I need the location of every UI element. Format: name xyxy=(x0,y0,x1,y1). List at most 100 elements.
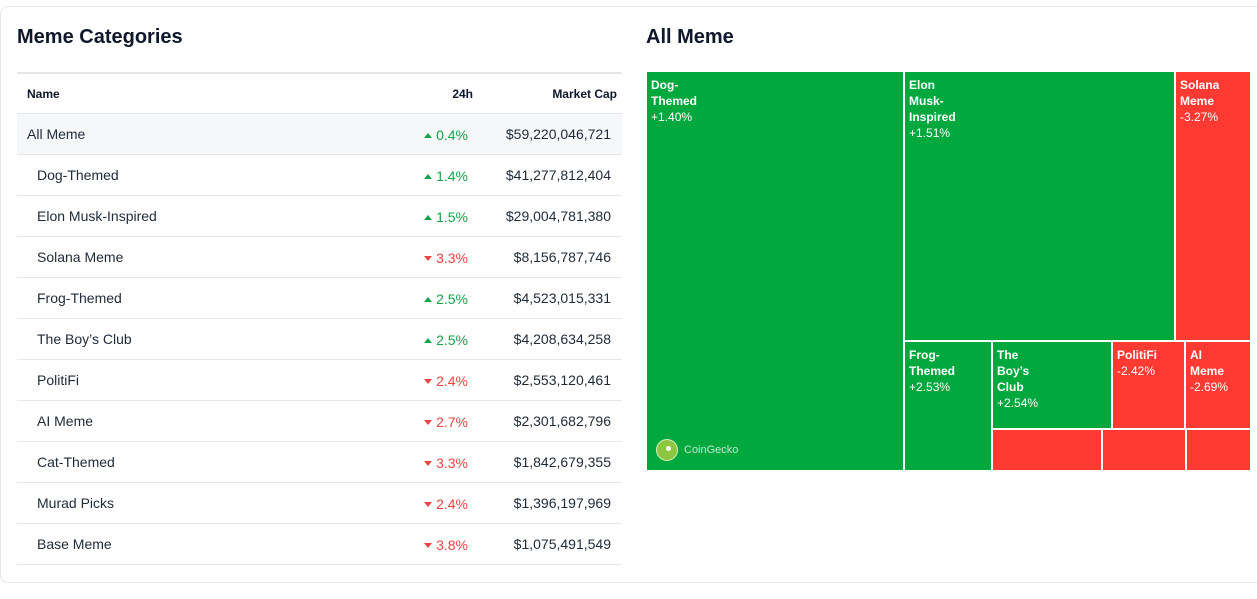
market-cap-column-header[interactable]: Market Cap xyxy=(552,86,617,101)
tile-change: +2.53% xyxy=(909,380,951,394)
tile-name: PolitiFi xyxy=(1117,348,1157,362)
table-row[interactable]: Base Meme 3.8% $1,075,491,549 xyxy=(17,524,622,565)
change-value: 2.4% xyxy=(424,373,468,389)
change-cell: 2.4% xyxy=(377,494,487,512)
category-name[interactable]: Cat-Themed xyxy=(37,454,115,470)
change-cell: 3.3% xyxy=(377,248,487,266)
categories-table: Name 24h Market Cap All Meme 0.4% $59,220,… xyxy=(17,72,622,565)
caret-down-icon xyxy=(424,255,433,261)
treemap-tile[interactable]: Dog- Themed +1.40% xyxy=(646,71,904,471)
caret-down-icon xyxy=(424,542,433,548)
market-cap-cell: $1,396,197,969 xyxy=(513,495,611,511)
caret-up-icon xyxy=(424,132,433,138)
change-value: 3.3% xyxy=(424,250,468,266)
tile-change: -2.42% xyxy=(1117,364,1156,378)
table-body: All Meme 0.4% $59,220,046,721 Dog-Themed 1.4… xyxy=(17,114,622,565)
tile-change: -2.69% xyxy=(1190,380,1229,394)
category-name[interactable]: Murad Picks xyxy=(37,495,115,511)
change-value: 1.4% xyxy=(424,168,468,184)
change-cell: 3.3% xyxy=(377,453,487,471)
table-row[interactable]: Solana Meme 3.3% $8,156,787,746 xyxy=(17,237,622,278)
market-cap-cell: $2,553,120,461 xyxy=(513,372,611,388)
table-row[interactable]: PolitiFi 2.4% $2,553,120,461 xyxy=(17,360,622,401)
treemap-tile[interactable]: PolitiFi -2.42% xyxy=(1112,341,1185,429)
change-value: 0.4% xyxy=(424,127,468,143)
caret-up-icon xyxy=(424,337,433,343)
name-column-header[interactable]: Name xyxy=(27,86,60,101)
market-cap-cell: $1,075,491,549 xyxy=(513,536,611,552)
category-name[interactable]: AI Meme xyxy=(37,413,94,429)
change-text: 2.5% xyxy=(436,332,468,349)
table-row[interactable]: The Boy’s Club 2.5% $4,208,634,258 xyxy=(17,319,622,360)
change-text: 2.5% xyxy=(436,291,468,308)
category-name[interactable]: Frog-Themed xyxy=(37,290,122,306)
change-value: 1.5% xyxy=(424,209,468,225)
caret-down-icon xyxy=(424,419,433,425)
caret-up-icon xyxy=(424,296,433,302)
change-cell: 3.8% xyxy=(377,535,487,553)
caret-down-icon xyxy=(424,460,433,466)
change-value: 2.5% xyxy=(424,291,468,307)
market-cap-cell: $4,208,634,258 xyxy=(513,331,611,347)
caret-down-icon xyxy=(424,378,433,384)
tile-change: -3.27% xyxy=(1180,110,1219,124)
market-cap-cell: $2,301,682,796 xyxy=(513,413,611,429)
tile-name: Dog- Themed xyxy=(651,78,698,108)
change-value: 3.8% xyxy=(424,537,468,553)
category-name[interactable]: The Boy’s Club xyxy=(37,331,132,347)
change-text: 1.4% xyxy=(436,168,468,185)
table-row[interactable]: Frog-Themed 2.5% $4,523,015,331 xyxy=(17,278,622,319)
watermark-label: CoinGecko xyxy=(684,444,739,456)
coingecko-logo-icon xyxy=(656,439,678,461)
treemap-tile[interactable] xyxy=(1102,429,1186,471)
table-header: Name 24h Market Cap xyxy=(17,72,622,114)
market-cap-cell: $59,220,046,721 xyxy=(505,126,611,142)
tile-change: +2.54% xyxy=(997,396,1039,410)
category-name[interactable]: PolitiFi xyxy=(37,372,80,388)
category-name[interactable]: Dog-Themed xyxy=(37,167,119,183)
all-meme-title: All Meme xyxy=(646,26,734,48)
change-cell: 0.4% xyxy=(377,125,487,143)
table-row[interactable]: Cat-Themed 3.3% $1,842,679,355 xyxy=(17,442,622,483)
change-column-header[interactable]: 24h xyxy=(452,86,473,101)
change-text: 1.5% xyxy=(436,209,468,226)
table-row[interactable]: Murad Picks 2.4% $1,396,197,969 xyxy=(17,483,622,524)
table-row[interactable]: All Meme 0.4% $59,220,046,721 xyxy=(17,114,622,155)
market-cap-cell: $8,156,787,746 xyxy=(513,249,611,265)
change-value: 3.3% xyxy=(424,455,468,471)
treemap-tile[interactable] xyxy=(1186,429,1251,471)
treemap-tile[interactable]: AI Meme -2.69% xyxy=(1185,341,1251,429)
treemap-tile[interactable]: The Boy’s Club +2.54% xyxy=(992,341,1112,429)
change-cell: 1.4% xyxy=(377,166,487,184)
change-value: 2.4% xyxy=(424,496,468,512)
category-name[interactable]: Solana Meme xyxy=(37,249,124,265)
market-cap-cell: $29,004,781,380 xyxy=(505,208,611,224)
table-row[interactable]: Dog-Themed 1.4% $41,277,812,404 xyxy=(17,155,622,196)
treemap-tile[interactable]: Elon Musk- Inspired +1.51% xyxy=(904,71,1175,341)
change-text: 0.4% xyxy=(436,127,468,144)
market-cap-cell: $41,277,812,404 xyxy=(505,167,611,183)
change-cell: 2.4% xyxy=(377,371,487,389)
table-row[interactable]: Elon Musk-Inspired 1.5% $29,004,781,380 xyxy=(17,196,622,237)
coingecko-watermark: CoinGecko xyxy=(656,439,738,461)
change-text: 3.3% xyxy=(436,455,468,472)
tile-name: Solana Meme xyxy=(1180,78,1220,108)
market-cap-cell: $4,523,015,331 xyxy=(513,290,611,306)
table-row[interactable]: AI Meme 2.7% $2,301,682,796 xyxy=(17,401,622,442)
change-text: 2.7% xyxy=(436,414,468,431)
category-name[interactable]: Base Meme xyxy=(37,536,112,552)
change-cell: 1.5% xyxy=(377,207,487,225)
caret-up-icon xyxy=(424,173,433,179)
treemap-tile[interactable]: Frog- Themed +2.53% xyxy=(904,341,992,471)
treemap-tile[interactable] xyxy=(992,429,1102,471)
tile-change: +1.51% xyxy=(909,126,951,140)
caret-up-icon xyxy=(424,214,433,220)
change-cell: 2.5% xyxy=(377,330,487,349)
treemap-tile[interactable]: Solana Meme -3.27% xyxy=(1175,71,1251,341)
change-text: 2.4% xyxy=(436,373,468,390)
tile-name: AI Meme xyxy=(1190,348,1225,378)
category-name[interactable]: All Meme xyxy=(27,126,86,142)
change-cell: 2.7% xyxy=(377,412,487,431)
tile-name: Elon Musk- Inspired xyxy=(909,78,956,124)
category-name[interactable]: Elon Musk-Inspired xyxy=(37,208,157,224)
